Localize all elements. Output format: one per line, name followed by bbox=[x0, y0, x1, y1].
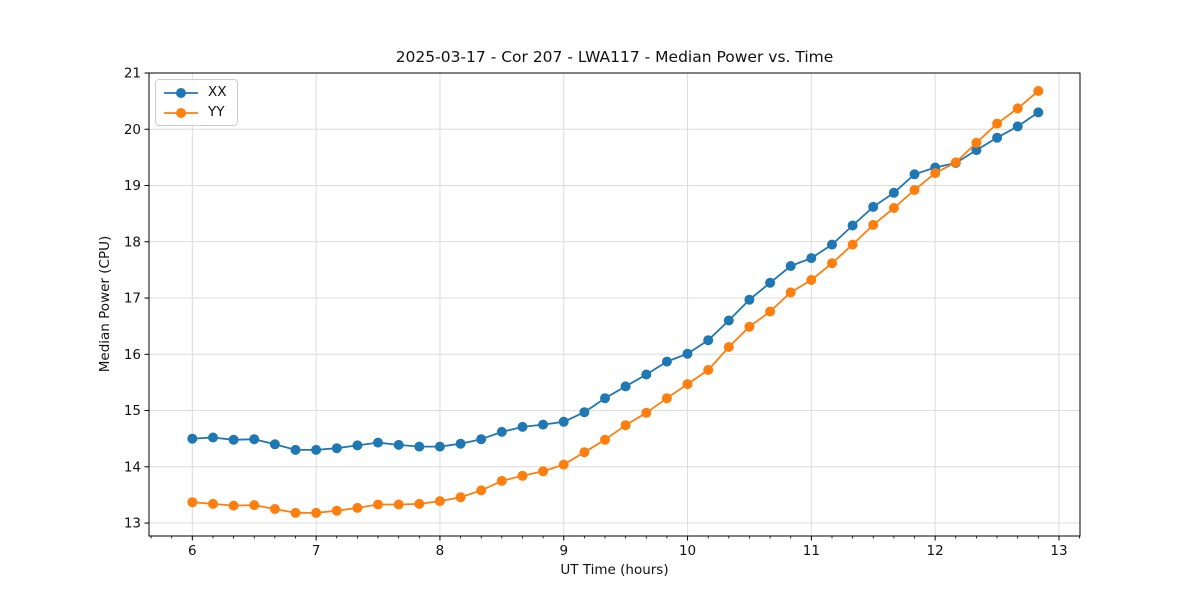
svg-text:13: 13 bbox=[124, 516, 141, 532]
legend-label-yy: YY bbox=[208, 104, 225, 120]
svg-text:8: 8 bbox=[436, 543, 445, 559]
svg-text:9: 9 bbox=[559, 543, 568, 559]
svg-text:19: 19 bbox=[124, 178, 141, 194]
legend-line-marker-yy-icon bbox=[164, 107, 198, 118]
svg-text:7: 7 bbox=[312, 543, 321, 559]
svg-text:21: 21 bbox=[124, 66, 141, 82]
chart-title: 2025-03-17 - Cor 207 - LWA117 - Median P… bbox=[395, 48, 834, 66]
svg-text:20: 20 bbox=[124, 122, 141, 138]
svg-text:6: 6 bbox=[188, 543, 197, 559]
svg-text:11: 11 bbox=[803, 543, 820, 559]
y-axis-label: Median Power (CPU) bbox=[97, 235, 113, 373]
legend-label-xx: XX bbox=[208, 84, 227, 100]
svg-text:14: 14 bbox=[124, 459, 141, 475]
svg-text:13: 13 bbox=[1050, 543, 1067, 559]
svg-text:10: 10 bbox=[679, 543, 696, 559]
svg-text:18: 18 bbox=[124, 234, 141, 250]
legend-item-yy: YY bbox=[163, 104, 227, 120]
svg-text:15: 15 bbox=[124, 403, 141, 419]
x-axis-label: UT Time (hours) bbox=[560, 562, 669, 578]
svg-text:16: 16 bbox=[124, 347, 141, 363]
legend-item-xx: XX bbox=[163, 84, 227, 100]
svg-text:12: 12 bbox=[927, 543, 944, 559]
legend-line-marker-xx-icon bbox=[164, 87, 198, 98]
legend: XX YY bbox=[155, 79, 238, 126]
svg-text:17: 17 bbox=[124, 291, 141, 307]
